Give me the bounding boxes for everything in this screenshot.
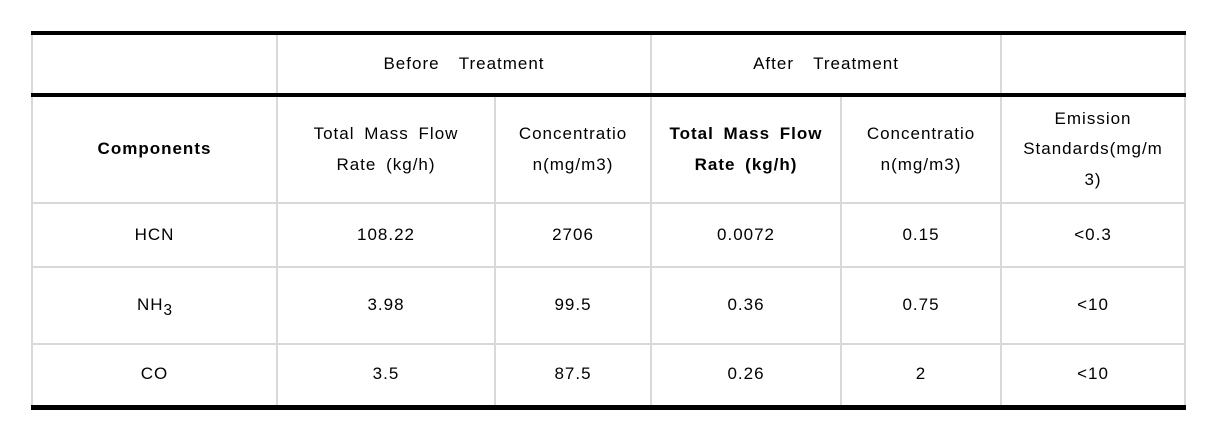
emission-standard-cell: <0.3	[1000, 202, 1187, 268]
after-concentration-cell: 0.15	[840, 202, 1003, 268]
header-emission-standards: Emission Standards(mg/m 3)	[1000, 94, 1187, 204]
table-row-co: CO 3.5 87.5 0.26 2 <10	[31, 343, 1187, 408]
table-row-nh3: NH3 3.98 99.5 0.36 0.75 <10	[31, 266, 1187, 345]
header-after-mass-flow: Total Mass Flow Rate (kg/h)	[650, 94, 843, 204]
after-mass-flow-cell: 0.36	[650, 266, 843, 345]
header-components: Components	[31, 94, 278, 204]
header-after-concentration: Concentratio n(mg/m3)	[840, 94, 1003, 204]
after-mass-flow-cell: 0.0072	[650, 202, 843, 268]
component-name: CO	[140, 364, 169, 384]
before-concentration-cell: 2706	[493, 202, 653, 268]
header-before-mass-flow: Total Mass Flow Rate (kg/h)	[276, 94, 496, 204]
component-name: NH	[136, 295, 164, 315]
component-cell: CO	[31, 343, 278, 408]
component-name: HCN	[134, 224, 175, 244]
after-mass-flow-cell: 0.26	[650, 343, 843, 408]
before-mass-flow-cell: 108.22	[276, 202, 496, 268]
group-header-before-treatment: Before Treatment	[275, 32, 653, 97]
group-header-row: Before Treatment After Treatment	[31, 32, 1187, 97]
corner-cell-left	[31, 32, 278, 97]
corner-cell-right	[1000, 32, 1187, 97]
before-concentration-cell: 99.5	[493, 266, 653, 345]
before-concentration-cell: 87.5	[493, 343, 653, 408]
table-row-hcn: HCN 108.22 2706 0.0072 0.15 <0.3	[31, 202, 1187, 268]
after-concentration-cell: 0.75	[840, 266, 1003, 345]
before-mass-flow-cell: 3.5	[276, 343, 496, 408]
component-cell: NH3	[31, 266, 278, 345]
emissions-table: Before Treatment After Treatment Compone…	[31, 31, 1187, 410]
emission-standard-cell: <10	[1000, 266, 1187, 345]
component-cell: HCN	[31, 202, 278, 268]
after-concentration-cell: 2	[840, 343, 1003, 408]
header-before-concentration: Concentratio n(mg/m3)	[493, 94, 653, 204]
before-mass-flow-cell: 3.98	[276, 266, 496, 345]
group-header-after-treatment: After Treatment	[650, 32, 1003, 97]
component-subscript: 3	[163, 302, 173, 320]
column-header-row: Components Total Mass Flow Rate (kg/h) C…	[31, 94, 1187, 204]
emission-standard-cell: <10	[1000, 343, 1187, 408]
